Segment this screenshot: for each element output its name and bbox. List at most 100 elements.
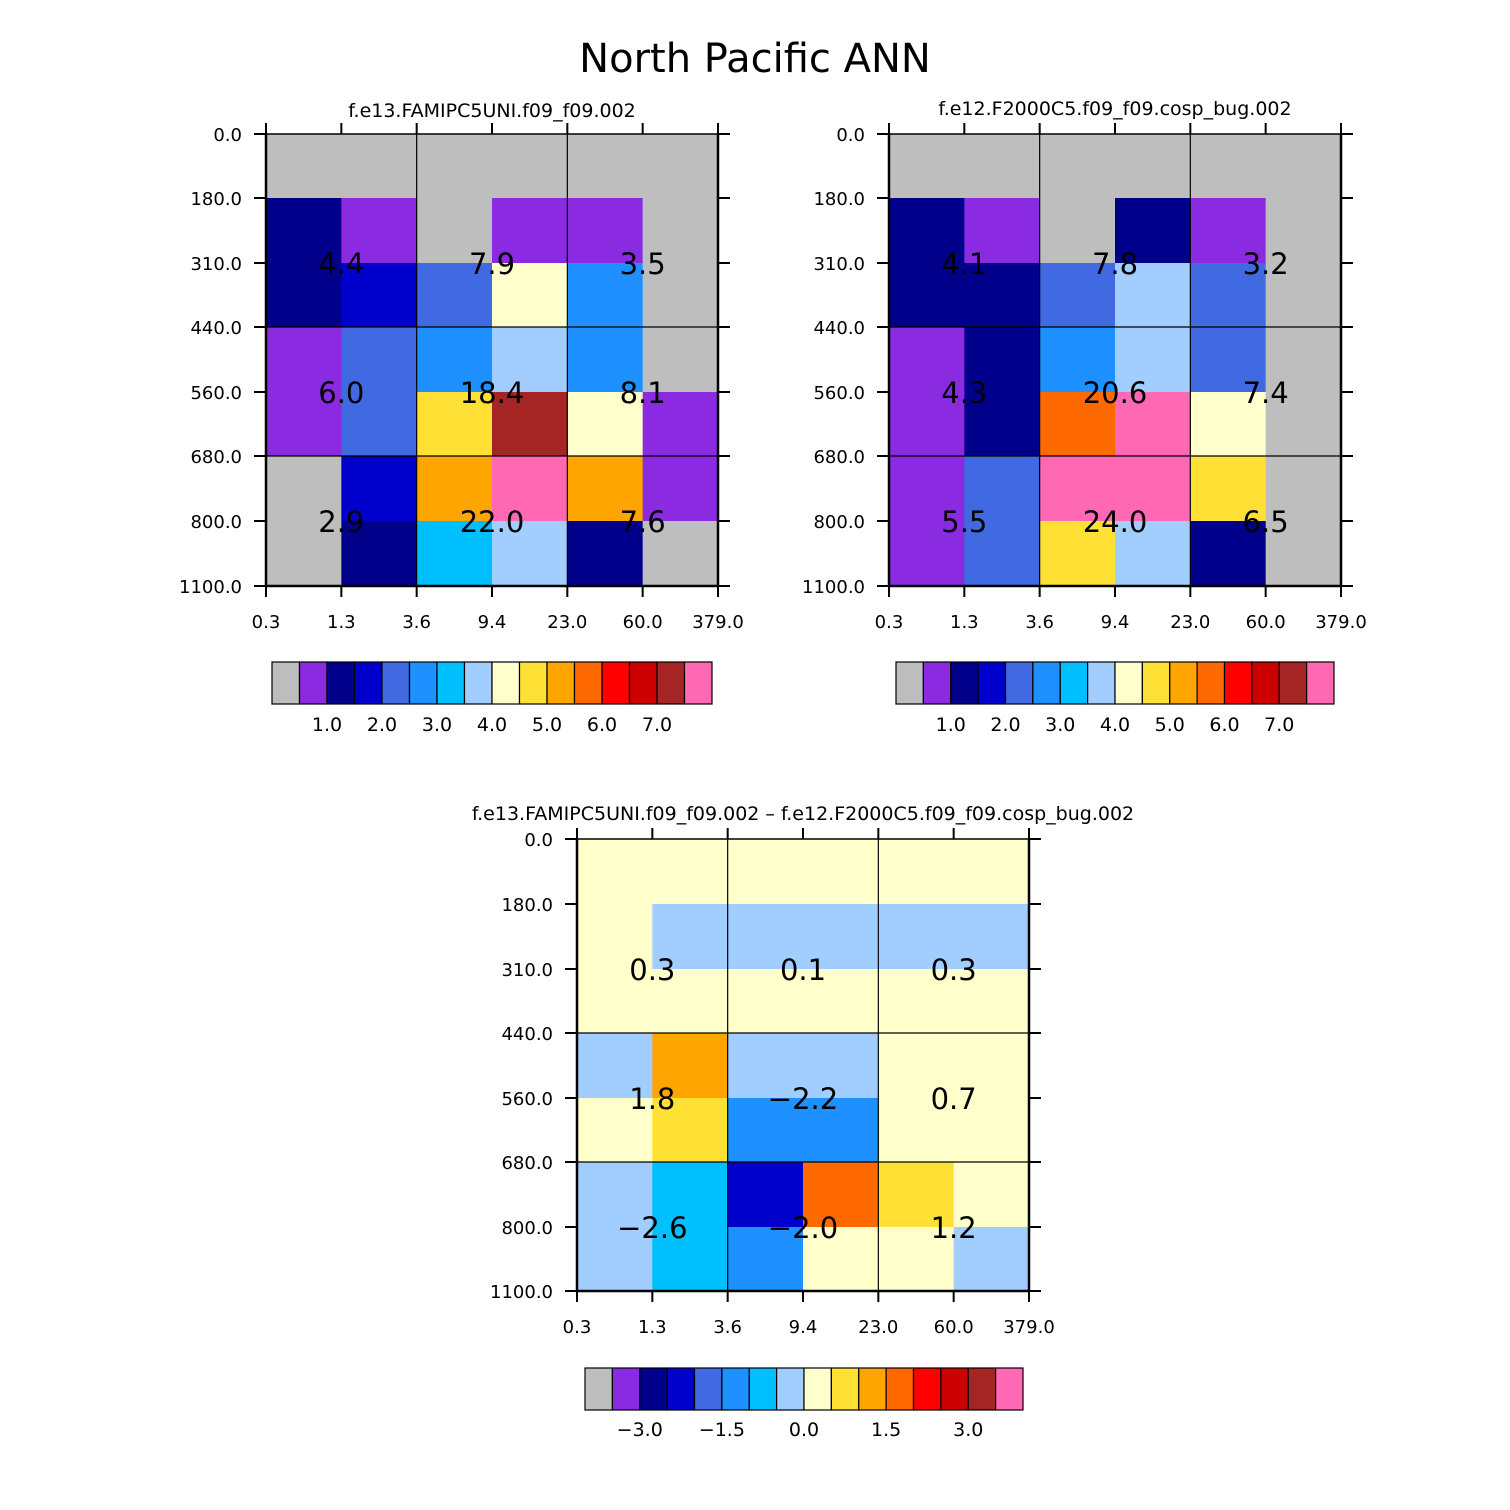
- x-tick-label: 3.6: [402, 612, 431, 633]
- heatmap-cell: [1265, 198, 1342, 264]
- colorbar-box: [858, 1367, 887, 1411]
- heatmap-cell: [341, 263, 418, 328]
- colorbar-label: −1.5: [699, 1419, 745, 1441]
- data-label: 7.4: [1243, 376, 1289, 410]
- colorbar-label: 6.0: [1209, 714, 1239, 736]
- y-tick-label: 310.0: [501, 960, 553, 981]
- heatmap-cell: [964, 327, 1041, 393]
- colorbar-label: 3.0: [422, 714, 452, 736]
- heatmap-cell: [652, 904, 729, 970]
- data-label: 7.9: [469, 247, 515, 281]
- heatmap-cell: [889, 134, 965, 199]
- heatmap-cell: [803, 904, 879, 970]
- x-tick-label: 23.0: [547, 612, 587, 633]
- data-label: 4.3: [941, 376, 987, 410]
- heatmap-cell: [964, 198, 1041, 264]
- data-label: 5.5: [941, 505, 987, 539]
- x-tick-label: 23.0: [1170, 612, 1210, 633]
- y-tick-label: 560.0: [813, 383, 865, 404]
- heatmap-cell: [577, 969, 653, 1034]
- x-tick-label: 1.3: [327, 612, 356, 633]
- heatmap-cell: [266, 263, 342, 328]
- colorbar-label: 7.0: [1264, 714, 1294, 736]
- panel-difference: f.e13.FAMIPC5UNI.f09_f09.002 – f.e12.F20…: [472, 803, 1134, 1441]
- colorbar-box: [1306, 661, 1335, 705]
- heatmap-cell: [878, 904, 955, 970]
- heatmap-cell: [642, 198, 719, 264]
- heatmap-cell: [266, 134, 342, 199]
- y-tick-label: 680.0: [813, 447, 865, 468]
- heatmap-cell: [1190, 392, 1267, 457]
- heatmap-cell: [1190, 456, 1267, 522]
- data-label: 0.1: [780, 953, 826, 987]
- data-label: 3.2: [1243, 247, 1289, 281]
- heatmap-cell: [727, 1227, 804, 1292]
- colorbar-box: [922, 661, 952, 705]
- y-tick-label: 1100.0: [802, 577, 865, 598]
- heatmap-cell: [652, 1227, 729, 1292]
- main-title: North Pacific ANN: [579, 36, 931, 82]
- heatmap-cell: [727, 1162, 804, 1228]
- colorbar-label: 1.0: [936, 714, 966, 736]
- heatmap-cell: [416, 263, 493, 328]
- y-tick-label: 180.0: [813, 189, 865, 210]
- heatmap-cell: [1039, 263, 1116, 328]
- heatmap-cell: [1039, 327, 1116, 393]
- colorbar-box: [584, 1367, 613, 1411]
- heatmap-cell: [492, 198, 568, 264]
- heatmap-cell: [492, 134, 568, 199]
- heatmap-cell: [953, 969, 1030, 1034]
- data-label: −2.2: [768, 1082, 838, 1116]
- x-tick-label: 0.3: [875, 612, 904, 633]
- heatmap-cell: [416, 198, 493, 264]
- heatmap-cell: [266, 198, 342, 264]
- heatmap-cell: [266, 327, 342, 393]
- data-label: −2.6: [617, 1211, 687, 1245]
- heatmap-cells: [889, 134, 1342, 587]
- heatmap-cell: [416, 456, 493, 522]
- data-label: 0.3: [931, 953, 977, 987]
- heatmap-cell: [652, 1033, 729, 1099]
- colorbar-box: [895, 661, 924, 705]
- heatmap-cell: [1115, 134, 1191, 199]
- heatmap-cell: [416, 521, 493, 587]
- heatmap-cell: [964, 263, 1041, 328]
- heatmap-cell: [1265, 327, 1342, 393]
- heatmap-cell: [577, 1098, 653, 1163]
- colorbar: 1.0 2.0 3.0 4.0 5.0 6.0 7.0: [271, 661, 713, 736]
- colorbar-label: 7.0: [642, 714, 672, 736]
- heatmap-cell: [803, 839, 879, 905]
- heatmap-cell: [567, 263, 644, 328]
- heatmap-cell: [878, 1033, 955, 1099]
- group-lines: [577, 839, 1029, 1291]
- colorbar: −3.0 −1.5 0.0 1.5 3.0: [584, 1367, 1024, 1441]
- data-label: 22.0: [460, 505, 525, 539]
- group-lines: [889, 134, 1341, 586]
- colorbar-box: [967, 1367, 997, 1411]
- heatmap-cell: [652, 839, 729, 905]
- colorbar-box: [639, 1367, 668, 1411]
- heatmap-cell: [492, 456, 568, 522]
- colorbar-label: 5.0: [1155, 714, 1185, 736]
- colorbar-box: [940, 1367, 969, 1411]
- heatmap-cell: [953, 904, 1030, 970]
- colorbar: 1.0 2.0 3.0 4.0 5.0 6.0 7.0: [895, 661, 1335, 736]
- colorbar-box: [408, 661, 438, 705]
- data-label: 7.8: [1092, 247, 1138, 281]
- colorbar-box: [977, 661, 1007, 705]
- data-label: 0.3: [629, 953, 675, 987]
- colorbar-box: [995, 1367, 1024, 1411]
- heatmap-cell: [341, 521, 418, 587]
- data-label: 8.1: [620, 376, 666, 410]
- heatmap-cell: [567, 392, 644, 457]
- colorbar-box: [326, 661, 356, 705]
- colorbar-box: [353, 661, 383, 705]
- data-label: −2.0: [768, 1211, 838, 1245]
- heatmap-cell: [577, 839, 653, 905]
- colorbar-box: [1141, 661, 1171, 705]
- colorbar-box: [546, 661, 576, 705]
- heatmap-cell: [727, 839, 804, 905]
- heatmap-cell: [1190, 198, 1267, 264]
- colorbar-box: [950, 661, 979, 705]
